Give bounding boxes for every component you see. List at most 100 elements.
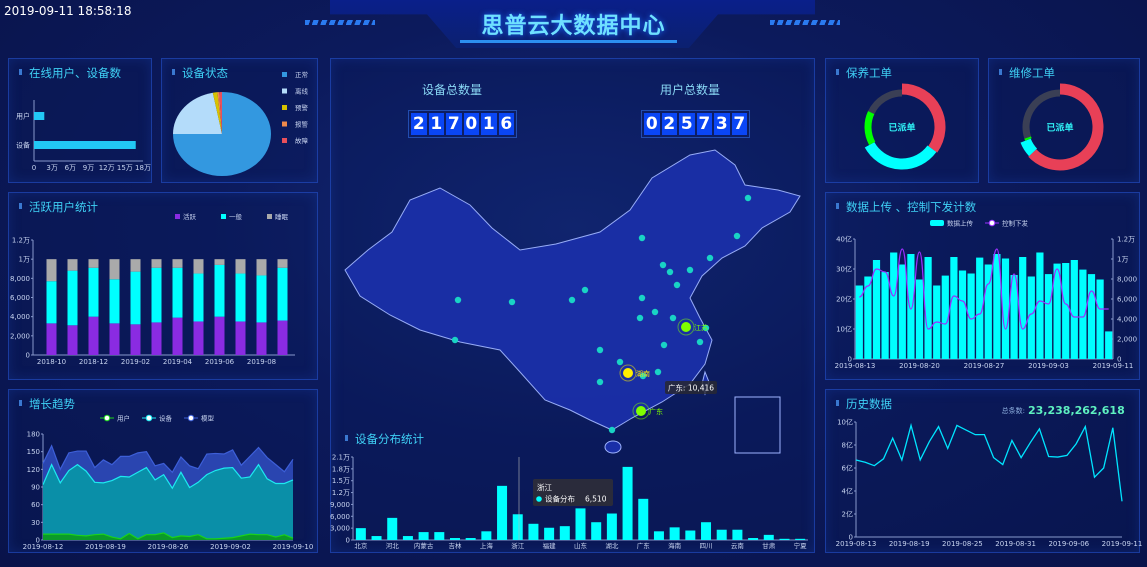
bar[interactable]	[387, 517, 398, 540]
donut-segment	[901, 83, 946, 153]
bar[interactable]	[355, 528, 366, 540]
legend-marker	[145, 414, 153, 422]
bar[interactable]	[481, 531, 492, 540]
axis-label: 8,000	[10, 275, 30, 283]
bar[interactable]	[701, 522, 712, 540]
map-point[interactable]	[660, 341, 668, 349]
map-point[interactable]	[616, 358, 624, 366]
bar-segment	[46, 281, 57, 324]
bar[interactable]	[732, 529, 743, 540]
bar[interactable]	[575, 508, 586, 540]
bar	[1087, 274, 1096, 359]
bar[interactable]	[497, 485, 508, 540]
bar[interactable]	[763, 534, 774, 540]
bar[interactable]	[512, 514, 523, 540]
bar[interactable]	[591, 522, 602, 540]
bar[interactable]	[622, 466, 633, 540]
map-hainan	[604, 440, 622, 454]
bar[interactable]	[371, 536, 382, 540]
map-point[interactable]	[636, 314, 644, 322]
map-point[interactable]	[702, 324, 710, 332]
axis-label: 1万	[1117, 256, 1128, 264]
map-point[interactable]	[581, 286, 589, 294]
map-point[interactable]	[706, 254, 714, 262]
axis-label: 一般	[229, 212, 243, 221]
map-point[interactable]	[733, 232, 741, 240]
pie-slice	[212, 92, 222, 134]
ripple	[632, 402, 650, 420]
axis-label: 9万	[83, 164, 94, 172]
bar-segment	[256, 275, 267, 323]
bar	[1079, 269, 1087, 359]
total-label: 总条数:	[1002, 406, 1025, 415]
map-tooltip	[665, 381, 717, 394]
bar[interactable]	[544, 527, 555, 540]
bar[interactable]	[638, 498, 649, 540]
bar[interactable]	[434, 532, 445, 540]
bar[interactable]	[716, 529, 727, 540]
bar-segment	[277, 267, 288, 321]
bar	[872, 260, 881, 359]
bar-segment	[256, 322, 267, 355]
axis-label: 2,000	[1117, 336, 1137, 344]
axis-label: 9,000	[330, 501, 350, 509]
axis-label: 四川	[700, 542, 713, 550]
axis-label: 用户	[117, 414, 130, 423]
bar[interactable]	[669, 527, 680, 540]
axis-label: 6,000	[330, 513, 350, 521]
bar[interactable]	[779, 538, 790, 540]
bar[interactable]	[653, 531, 664, 540]
bar[interactable]	[606, 513, 617, 540]
pie-slice	[173, 92, 222, 134]
map-point[interactable]	[659, 261, 667, 269]
bar-segment	[193, 259, 204, 274]
bar[interactable]	[528, 523, 539, 540]
bar[interactable]	[795, 538, 806, 540]
axis-label: 报警	[295, 120, 309, 129]
map-point[interactable]	[608, 426, 616, 434]
axis-label: 北京	[354, 541, 368, 550]
map-point[interactable]	[654, 368, 662, 376]
map-highlight-point[interactable]	[681, 322, 691, 332]
map-point[interactable]	[568, 296, 576, 304]
axis-label: 1.2万	[332, 489, 350, 497]
map-point[interactable]	[596, 378, 604, 386]
donut-segment	[1020, 138, 1038, 157]
bar[interactable]	[449, 538, 460, 540]
map-point[interactable]	[669, 314, 677, 322]
map-point[interactable]	[451, 336, 459, 344]
legend-marker	[187, 414, 195, 422]
axis-label: 18万	[135, 164, 151, 172]
map-point[interactable]	[639, 372, 647, 380]
axis-label: 2019-08	[247, 358, 276, 366]
map-point[interactable]	[596, 346, 604, 354]
bar[interactable]	[559, 526, 570, 540]
map-point[interactable]	[686, 266, 694, 274]
map-point[interactable]	[666, 268, 674, 276]
bar[interactable]	[402, 536, 413, 540]
axis-label: 2019-09-10	[273, 543, 314, 551]
bar-segment	[109, 259, 120, 280]
bar[interactable]	[748, 538, 759, 540]
map-point[interactable]	[508, 298, 516, 306]
map-point[interactable]	[638, 294, 646, 302]
bar[interactable]	[465, 538, 476, 540]
map-highlight-point[interactable]	[623, 368, 633, 378]
bar	[1027, 276, 1035, 359]
digit: 7	[446, 113, 462, 135]
axis-label: 8亿	[842, 441, 853, 450]
bar[interactable]	[685, 530, 696, 540]
bar[interactable]	[418, 532, 429, 540]
map-highlight-point[interactable]	[636, 406, 646, 416]
donut-segment	[1022, 89, 1061, 139]
map-point[interactable]	[454, 296, 462, 304]
map-point[interactable]	[744, 194, 752, 202]
map-point[interactable]	[673, 281, 681, 289]
axis-label: 山东	[574, 541, 588, 550]
axis-label: 福建	[543, 541, 557, 550]
map-point[interactable]	[638, 234, 646, 242]
china-map	[344, 149, 801, 454]
map-point[interactable]	[696, 338, 704, 346]
bar-segment	[109, 279, 120, 324]
map-point[interactable]	[651, 308, 659, 316]
